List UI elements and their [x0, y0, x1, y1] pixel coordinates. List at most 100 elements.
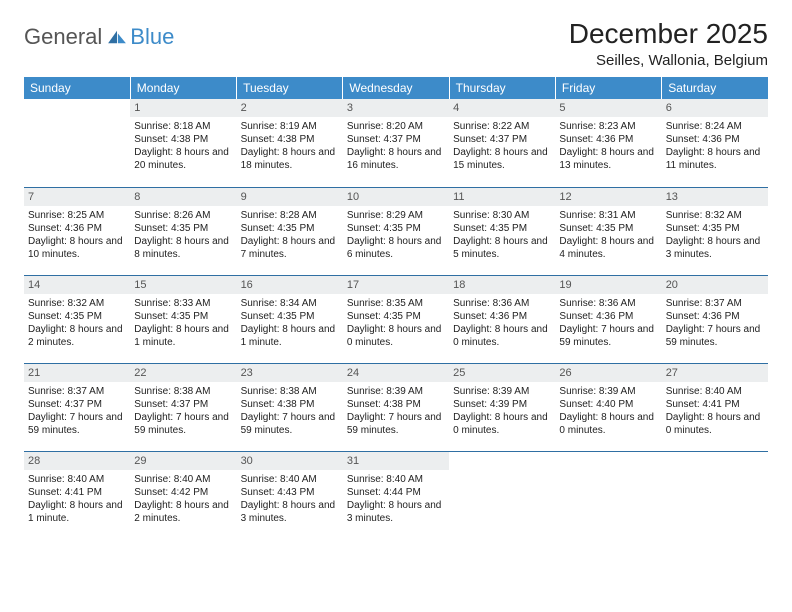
- calendar-day-cell: 29Sunrise: 8:40 AMSunset: 4:42 PMDayligh…: [130, 451, 236, 539]
- day-number: 24: [343, 364, 449, 382]
- sunset-text: Sunset: 4:37 PM: [347, 133, 445, 146]
- sunrise-text: Sunrise: 8:26 AM: [134, 209, 232, 222]
- calendar-day-cell: 22Sunrise: 8:38 AMSunset: 4:37 PMDayligh…: [130, 363, 236, 451]
- weekday-header: Monday: [130, 77, 236, 99]
- sunset-text: Sunset: 4:36 PM: [666, 310, 764, 323]
- calendar-day-cell: 21Sunrise: 8:37 AMSunset: 4:37 PMDayligh…: [24, 363, 130, 451]
- title-block: December 2025 Seilles, Wallonia, Belgium: [569, 18, 768, 69]
- daylight-text: Daylight: 7 hours and 59 minutes.: [241, 411, 339, 437]
- sunset-text: Sunset: 4:41 PM: [28, 486, 126, 499]
- calendar-day-cell: 25Sunrise: 8:39 AMSunset: 4:39 PMDayligh…: [449, 363, 555, 451]
- calendar-day-cell: 9Sunrise: 8:28 AMSunset: 4:35 PMDaylight…: [237, 187, 343, 275]
- daylight-text: Daylight: 8 hours and 7 minutes.: [241, 235, 339, 261]
- sail-icon: [106, 29, 128, 45]
- calendar-day-cell: 18Sunrise: 8:36 AMSunset: 4:36 PMDayligh…: [449, 275, 555, 363]
- sunset-text: Sunset: 4:41 PM: [666, 398, 764, 411]
- sunset-text: Sunset: 4:37 PM: [453, 133, 551, 146]
- calendar-day-cell: 20Sunrise: 8:37 AMSunset: 4:36 PMDayligh…: [662, 275, 768, 363]
- calendar-week-row: 14Sunrise: 8:32 AMSunset: 4:35 PMDayligh…: [24, 275, 768, 363]
- day-number: 3: [343, 99, 449, 117]
- daylight-text: Daylight: 8 hours and 1 minute.: [134, 323, 232, 349]
- day-number: 4: [449, 99, 555, 117]
- daylight-text: Daylight: 8 hours and 10 minutes.: [28, 235, 126, 261]
- daylight-text: Daylight: 8 hours and 2 minutes.: [28, 323, 126, 349]
- sunrise-text: Sunrise: 8:39 AM: [559, 385, 657, 398]
- day-number: 28: [24, 452, 130, 470]
- sunset-text: Sunset: 4:35 PM: [241, 310, 339, 323]
- day-number: 13: [662, 188, 768, 206]
- sunset-text: Sunset: 4:36 PM: [666, 133, 764, 146]
- calendar-table: Sunday Monday Tuesday Wednesday Thursday…: [24, 77, 768, 539]
- day-number: 5: [555, 99, 661, 117]
- calendar-day-cell: 28Sunrise: 8:40 AMSunset: 4:41 PMDayligh…: [24, 451, 130, 539]
- calendar-week-row: 7Sunrise: 8:25 AMSunset: 4:36 PMDaylight…: [24, 187, 768, 275]
- sunset-text: Sunset: 4:39 PM: [453, 398, 551, 411]
- calendar-day-cell: 2Sunrise: 8:19 AMSunset: 4:38 PMDaylight…: [237, 99, 343, 187]
- day-number: [449, 452, 555, 456]
- day-number: 19: [555, 276, 661, 294]
- daylight-text: Daylight: 8 hours and 3 minutes.: [666, 235, 764, 261]
- calendar-day-cell: 30Sunrise: 8:40 AMSunset: 4:43 PMDayligh…: [237, 451, 343, 539]
- sunset-text: Sunset: 4:35 PM: [559, 222, 657, 235]
- daylight-text: Daylight: 7 hours and 59 minutes.: [666, 323, 764, 349]
- month-title: December 2025: [569, 18, 768, 50]
- day-number: 10: [343, 188, 449, 206]
- weekday-header: Wednesday: [343, 77, 449, 99]
- day-number: 22: [130, 364, 236, 382]
- day-number: 1: [130, 99, 236, 117]
- day-number: 30: [237, 452, 343, 470]
- calendar-day-cell: 17Sunrise: 8:35 AMSunset: 4:35 PMDayligh…: [343, 275, 449, 363]
- day-number: 16: [237, 276, 343, 294]
- calendar-day-cell: 14Sunrise: 8:32 AMSunset: 4:35 PMDayligh…: [24, 275, 130, 363]
- calendar-day-cell: 26Sunrise: 8:39 AMSunset: 4:40 PMDayligh…: [555, 363, 661, 451]
- sunrise-text: Sunrise: 8:24 AM: [666, 120, 764, 133]
- calendar-day-cell: [24, 99, 130, 187]
- sunset-text: Sunset: 4:38 PM: [134, 133, 232, 146]
- day-number: 7: [24, 188, 130, 206]
- daylight-text: Daylight: 8 hours and 3 minutes.: [347, 499, 445, 525]
- sunrise-text: Sunrise: 8:38 AM: [134, 385, 232, 398]
- calendar-day-cell: 13Sunrise: 8:32 AMSunset: 4:35 PMDayligh…: [662, 187, 768, 275]
- sunrise-text: Sunrise: 8:32 AM: [666, 209, 764, 222]
- sunset-text: Sunset: 4:36 PM: [559, 310, 657, 323]
- weekday-header: Saturday: [662, 77, 768, 99]
- sunrise-text: Sunrise: 8:19 AM: [241, 120, 339, 133]
- sunrise-text: Sunrise: 8:39 AM: [453, 385, 551, 398]
- calendar-day-cell: 12Sunrise: 8:31 AMSunset: 4:35 PMDayligh…: [555, 187, 661, 275]
- sunset-text: Sunset: 4:35 PM: [347, 310, 445, 323]
- day-number: 14: [24, 276, 130, 294]
- sunset-text: Sunset: 4:35 PM: [347, 222, 445, 235]
- weekday-header: Tuesday: [237, 77, 343, 99]
- daylight-text: Daylight: 8 hours and 3 minutes.: [241, 499, 339, 525]
- day-number: 31: [343, 452, 449, 470]
- sunrise-text: Sunrise: 8:30 AM: [453, 209, 551, 222]
- calendar-day-cell: 7Sunrise: 8:25 AMSunset: 4:36 PMDaylight…: [24, 187, 130, 275]
- daylight-text: Daylight: 8 hours and 11 minutes.: [666, 146, 764, 172]
- sunset-text: Sunset: 4:38 PM: [241, 133, 339, 146]
- daylight-text: Daylight: 8 hours and 0 minutes.: [559, 411, 657, 437]
- daylight-text: Daylight: 8 hours and 18 minutes.: [241, 146, 339, 172]
- calendar-day-cell: 15Sunrise: 8:33 AMSunset: 4:35 PMDayligh…: [130, 275, 236, 363]
- calendar-page: General Blue December 2025 Seilles, Wall…: [0, 0, 792, 539]
- sunrise-text: Sunrise: 8:28 AM: [241, 209, 339, 222]
- calendar-day-cell: 23Sunrise: 8:38 AMSunset: 4:38 PMDayligh…: [237, 363, 343, 451]
- sunrise-text: Sunrise: 8:40 AM: [347, 473, 445, 486]
- weekday-header-row: Sunday Monday Tuesday Wednesday Thursday…: [24, 77, 768, 99]
- calendar-day-cell: [555, 451, 661, 539]
- calendar-day-cell: 4Sunrise: 8:22 AMSunset: 4:37 PMDaylight…: [449, 99, 555, 187]
- sunset-text: Sunset: 4:36 PM: [559, 133, 657, 146]
- sunrise-text: Sunrise: 8:39 AM: [347, 385, 445, 398]
- day-number: 17: [343, 276, 449, 294]
- sunrise-text: Sunrise: 8:22 AM: [453, 120, 551, 133]
- sunrise-text: Sunrise: 8:35 AM: [347, 297, 445, 310]
- calendar-day-cell: 24Sunrise: 8:39 AMSunset: 4:38 PMDayligh…: [343, 363, 449, 451]
- calendar-day-cell: 8Sunrise: 8:26 AMSunset: 4:35 PMDaylight…: [130, 187, 236, 275]
- calendar-day-cell: [449, 451, 555, 539]
- daylight-text: Daylight: 8 hours and 4 minutes.: [559, 235, 657, 261]
- sunset-text: Sunset: 4:38 PM: [347, 398, 445, 411]
- sunrise-text: Sunrise: 8:40 AM: [241, 473, 339, 486]
- day-number: 9: [237, 188, 343, 206]
- sunrise-text: Sunrise: 8:40 AM: [134, 473, 232, 486]
- calendar-day-cell: 1Sunrise: 8:18 AMSunset: 4:38 PMDaylight…: [130, 99, 236, 187]
- sunrise-text: Sunrise: 8:20 AM: [347, 120, 445, 133]
